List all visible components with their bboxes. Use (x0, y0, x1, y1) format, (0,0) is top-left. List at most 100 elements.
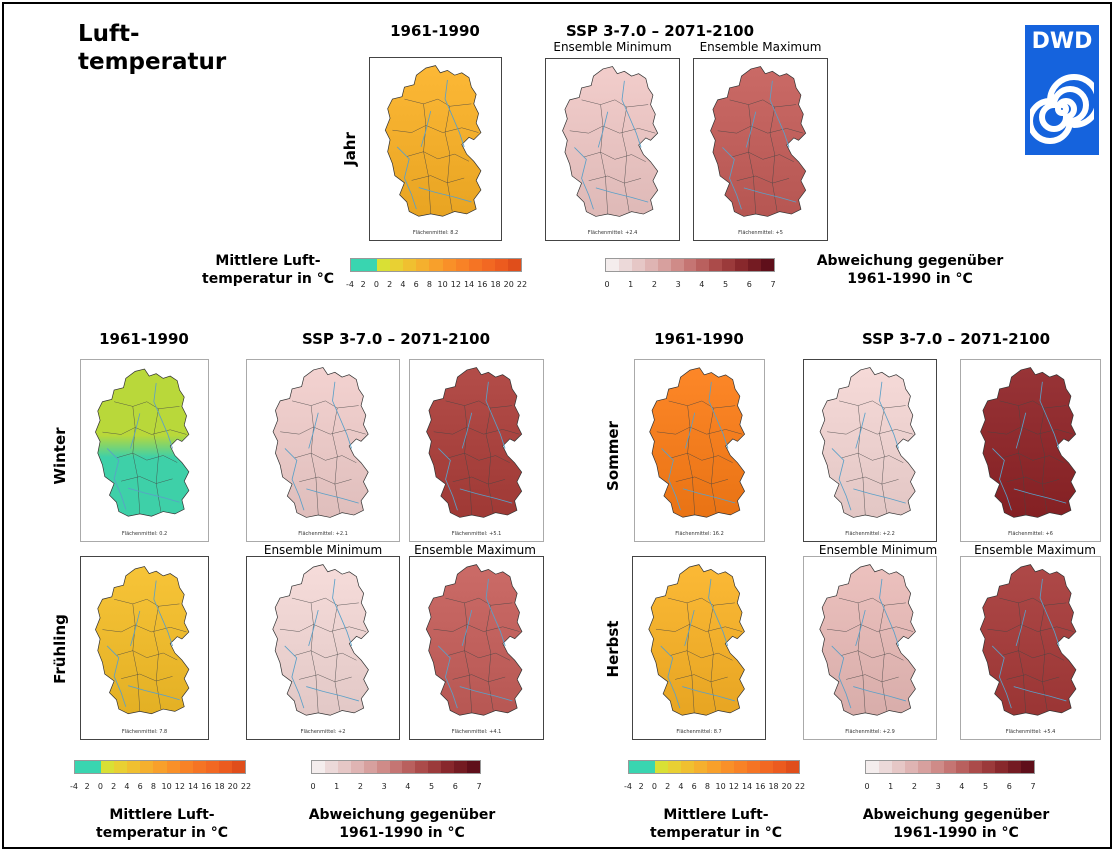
colorbar-swatch (324, 761, 338, 773)
colorbar-swatch (403, 259, 417, 271)
dwd-logo: DWD (1025, 25, 1099, 155)
colorbar-tick-label: 4 (699, 280, 705, 289)
legend-label-line: temperatur in °C (650, 825, 782, 841)
colorbar-tick-label: -4 (346, 280, 354, 289)
colorbar-tick-label: 2 (911, 782, 917, 791)
colorbar-swatch (670, 259, 684, 271)
colorbar-temperature-left-ticks: -4 2 0 2 4 6 8 10 12 14 16 18 20 22 (70, 782, 251, 792)
colorbar-deviation-top-ticks: 0 1 2 3 4 5 6 7 (604, 280, 775, 290)
state-border (1018, 602, 1026, 713)
river (128, 487, 180, 503)
colorbar-swatch (930, 761, 944, 773)
river (420, 110, 432, 148)
state-border (132, 603, 141, 712)
river (708, 578, 729, 647)
state-border (999, 597, 1067, 606)
river (396, 146, 417, 210)
colorbar-tick-label: 22 (794, 782, 806, 791)
river (153, 382, 173, 449)
colorbar-tick-label: 2 (387, 280, 393, 289)
colorbar-temperature-right (628, 760, 800, 774)
colorbar-temperature-top-ticks: -4 2 0 2 4 6 8 10 12 14 16 18 20 22 (346, 280, 527, 290)
river (485, 381, 506, 449)
colorbar-tick-label: 4 (124, 782, 130, 791)
state-border (153, 408, 162, 512)
state-border (987, 426, 1074, 435)
legend-deviation-right-label: Abweichung gegenüber 1961-1990 in °C (846, 806, 1066, 842)
river (682, 686, 735, 702)
colorbar-swatch (694, 761, 708, 773)
colorbar-swatch (351, 259, 365, 271)
colorbar-swatch (982, 761, 996, 773)
row-label-sommer: Sommer (604, 421, 622, 491)
legend-label-line: Mittlere Luft- (109, 807, 215, 823)
colorbar-tick-label: 10 (161, 782, 172, 791)
colorbar-swatch (337, 761, 351, 773)
colorbar-tick-label: 2 (84, 782, 90, 791)
colorbar-swatch (772, 761, 786, 773)
germany-outline (980, 367, 1077, 518)
state-border (879, 407, 887, 513)
colorbar-swatch (218, 761, 232, 773)
area-mean-label: Flächenmittel: 8.7 (676, 729, 722, 735)
legend-label-line: Abweichung gegenüber (816, 253, 1004, 269)
state-border (838, 597, 906, 606)
colorbar-tick-label: 1 (888, 782, 894, 791)
state-border (827, 426, 913, 435)
colorbar-swatch (866, 761, 879, 773)
state-border (423, 103, 431, 214)
colorbar-swatch (363, 761, 377, 773)
colorbar-swatch (943, 761, 957, 773)
legend-label-line: temperatur in °C (96, 825, 228, 841)
colorbar-swatch (192, 761, 206, 773)
map-jahr-ensemble-minimum: Flächenmittel: +2.4 (545, 58, 680, 241)
river (130, 610, 141, 647)
right-subheader-max: Ensemble Maximum (974, 543, 1096, 557)
colorbar-swatch (785, 761, 800, 773)
colorbar-deviation-right (865, 760, 1035, 774)
colorbar-tick-label: 10 (715, 782, 726, 791)
state-border (588, 175, 642, 184)
state-border (485, 605, 494, 711)
river (1013, 686, 1067, 702)
legend-label-line: 1961-1990 in °C (847, 271, 973, 287)
state-border (748, 104, 756, 215)
colorbar-swatch (631, 259, 645, 271)
river (855, 609, 866, 647)
river (853, 488, 906, 504)
state-border (1006, 674, 1060, 683)
colorbar-swatch (467, 761, 480, 773)
state-border (581, 99, 649, 108)
state-border (670, 650, 733, 661)
legend-label-line: 1961-1990 in °C (339, 825, 465, 841)
state-border (433, 426, 520, 435)
colorbar-swatch (878, 761, 892, 773)
map-winter-ensemble-maximum: Flächenmittel: +5.1 (409, 359, 544, 542)
colorbar-tick-label: 7 (476, 782, 482, 791)
state-border (687, 405, 695, 515)
river (437, 645, 458, 709)
area-mean-label: Flächenmittel: 7.8 (121, 729, 168, 735)
state-border (846, 674, 899, 683)
colorbar-swatch (389, 761, 403, 773)
map-fruehling-ensemble-maximum: Flächenmittel: +4.1 (409, 556, 544, 740)
state-border (121, 673, 173, 682)
colorbar-deviation-left (311, 760, 481, 774)
state-border (675, 476, 729, 485)
colorbar-swatch (642, 761, 656, 773)
colorbar-swatch (468, 259, 482, 271)
river (308, 609, 319, 647)
germany-map (426, 367, 523, 518)
colorbar-swatch (917, 761, 931, 773)
state-border (621, 106, 630, 212)
river (332, 578, 353, 647)
state-border (1001, 650, 1065, 661)
colorbar-swatch (75, 761, 89, 773)
dwd-logo-text: DWD (1031, 29, 1093, 54)
colorbar-swatch (995, 761, 1009, 773)
germany-map (95, 566, 190, 715)
colorbar-tick-label: 10 (437, 280, 448, 289)
map-winter-reference: Flächenmittel: 0.2 (80, 359, 209, 542)
state-border (299, 674, 352, 683)
river (684, 609, 695, 647)
